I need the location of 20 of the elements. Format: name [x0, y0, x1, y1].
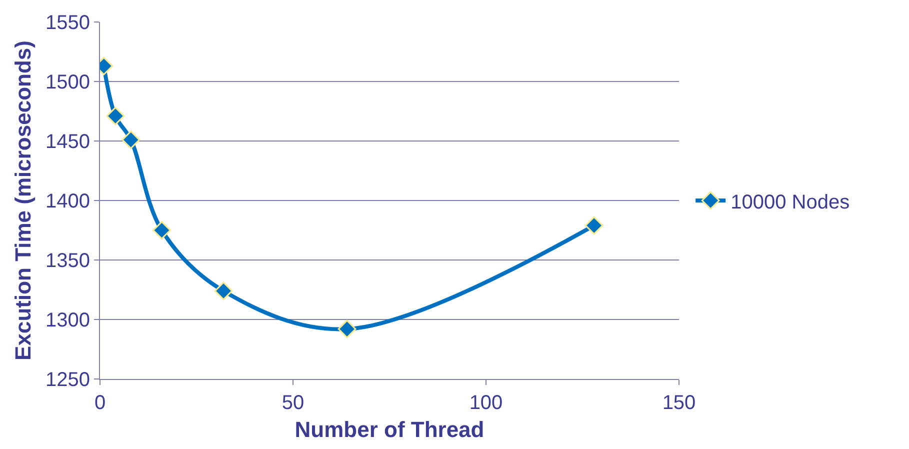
y-tick-label: 1500	[46, 72, 90, 94]
x-axis-title: Number of Thread	[294, 416, 484, 442]
y-tick-label: 1300	[46, 310, 90, 332]
y-axis-title: Excution Time (microseconds)	[10, 40, 36, 360]
legend-label: 10000 Nodes	[730, 191, 850, 214]
x-tick-label: 100	[469, 392, 503, 414]
point	[122, 130, 140, 150]
y-tick-label: 1450	[46, 131, 90, 153]
point	[214, 282, 233, 300]
y-tick-label: 1250	[46, 369, 90, 391]
y-tick-label: 1350	[46, 250, 90, 272]
x-tick-label: 150	[662, 392, 696, 414]
point	[338, 320, 356, 338]
y-tick-label: 1400	[46, 190, 90, 212]
y-tick-label: 1550	[46, 12, 90, 34]
x-tick-label: 0	[94, 392, 106, 414]
point	[106, 106, 125, 126]
point	[584, 216, 604, 235]
point	[152, 221, 171, 240]
x-tick-label: 50	[282, 392, 304, 414]
